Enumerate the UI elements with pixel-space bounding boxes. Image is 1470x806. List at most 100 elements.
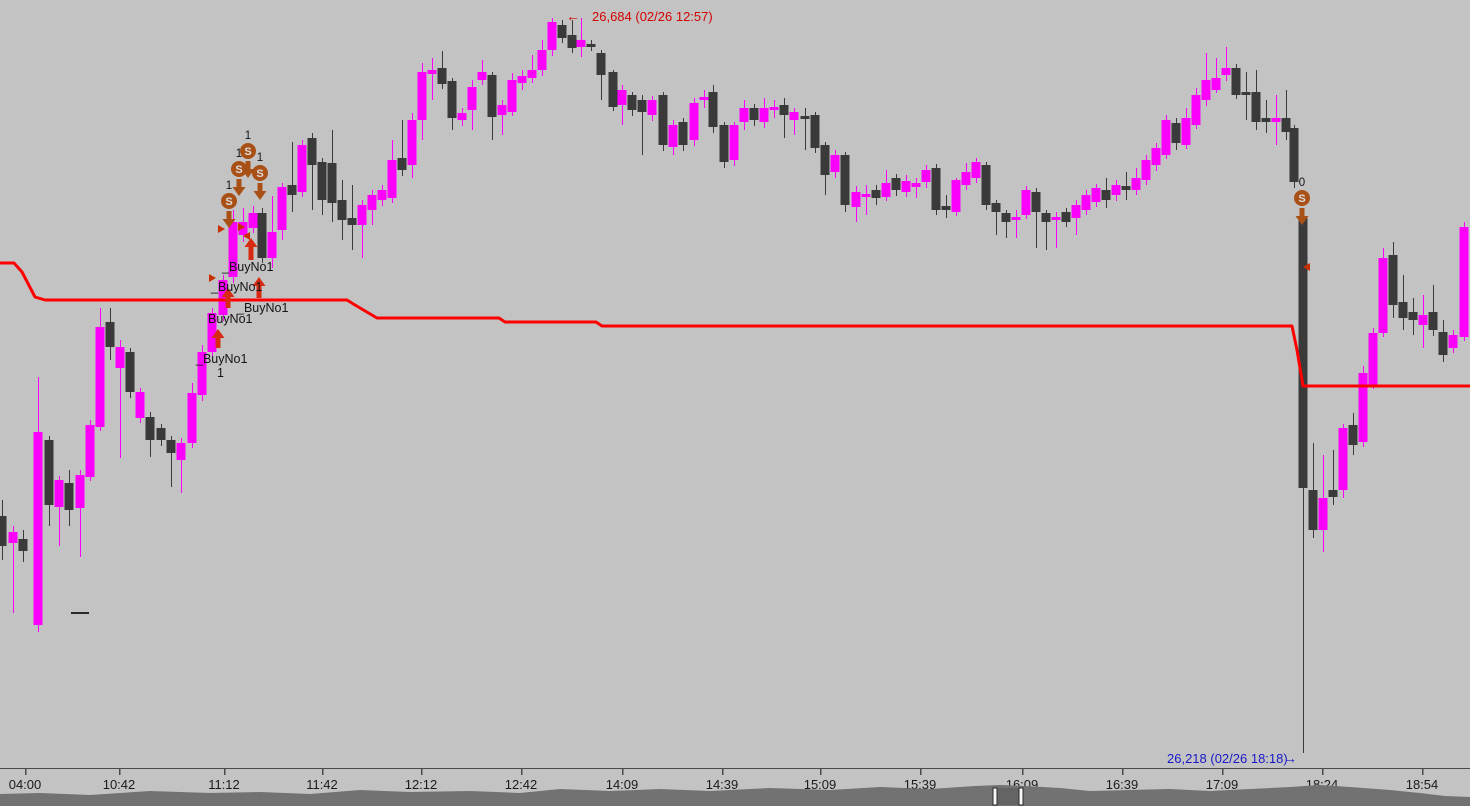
candle [85,425,95,477]
candle [1318,498,1328,530]
entry-tick-icon [243,232,250,240]
candle [789,112,799,120]
sell-signal-count: 1 [236,148,242,160]
candle [407,120,417,165]
candle [871,190,881,198]
sell-signal-icon [240,143,256,159]
candle [1261,118,1271,122]
candle [769,107,779,110]
candle [891,178,901,190]
candle [586,44,596,47]
candle [911,183,921,187]
candle [447,81,457,118]
candle [1281,118,1291,132]
sell-signal-icon [221,193,237,209]
candle [719,125,729,162]
candle [1181,118,1191,145]
sell-signal-count: 1 [257,152,263,164]
chart-plot-area[interactable] [0,0,1470,768]
buy-signal-label: _BuyNo1 [236,301,288,315]
candle [297,145,307,192]
candle [981,165,991,205]
candle [637,100,647,112]
candle [1328,490,1338,497]
candle [0,516,7,546]
candle [1041,213,1051,222]
candle [1171,123,1181,143]
candle [44,440,54,505]
candle [166,440,176,453]
sell-signal-count: 0 [1299,177,1305,189]
candle [627,95,637,110]
session-high-annotation: 26,684 (02/26 12:57) [592,9,713,24]
time-axis-label: 15:39 [904,777,937,792]
candle [1161,120,1171,155]
candle [257,213,267,258]
buy-arrow-icon [211,329,225,348]
candle [1271,118,1281,122]
candle [277,187,287,230]
buy-signal-label: BuyNo1 [208,312,253,326]
candle [54,480,64,507]
candle [1408,312,1418,320]
time-axis-label: 11:12 [208,777,240,792]
sell-signal-icon [231,161,247,177]
overview-thumb-left-handle[interactable] [992,787,998,806]
candle [307,138,317,165]
candle [658,95,668,145]
candle [8,532,18,543]
sell-arrow-icon [1295,208,1309,225]
time-axis-label: 04:00 [9,777,42,792]
sell-arrow-icon [241,161,255,178]
sell-signal-letter: S [244,146,251,158]
overview-thumb-right-handle[interactable] [1018,787,1024,806]
candle [145,417,155,440]
candle [901,181,911,192]
candle [1418,315,1428,325]
candle [537,50,547,70]
entry-tick-icon [238,223,245,231]
candle [1348,425,1358,445]
candle [961,172,971,185]
candle [507,80,517,112]
overview-thumb[interactable] [993,788,1023,805]
entry-tick-icon [1303,263,1310,271]
candle [176,443,186,460]
candle [1201,80,1211,100]
candle [689,103,699,140]
sell-signal-letter: S [1298,193,1305,205]
candle [218,280,228,315]
entry-tick-icon [218,225,225,233]
candle [708,92,718,127]
sell-signal-count: 1 [226,180,232,192]
candle [1241,92,1251,95]
candle [729,125,739,160]
candle [830,155,840,172]
candle [228,222,238,277]
candle [437,68,447,84]
candle [377,190,387,200]
candle [749,108,759,120]
candle [115,347,125,368]
candle [1001,213,1011,222]
candle [287,185,297,195]
entry-tick-icon [209,274,216,282]
time-axis-label: 17:09 [1206,777,1239,792]
candle [1031,192,1041,212]
candle [1308,490,1318,530]
candle [135,392,145,418]
candle [347,218,357,225]
candle [457,113,467,120]
sell-signal-icon [252,165,268,181]
sell-signal-icon [1294,190,1310,206]
candle [931,168,941,210]
candle [95,327,105,427]
buy-signal-label: _BuyNo1 [221,260,273,274]
candle [156,428,166,440]
candle [921,170,931,182]
candle [367,195,377,210]
candle [820,145,830,175]
candle [1051,217,1061,220]
candle [851,192,861,207]
